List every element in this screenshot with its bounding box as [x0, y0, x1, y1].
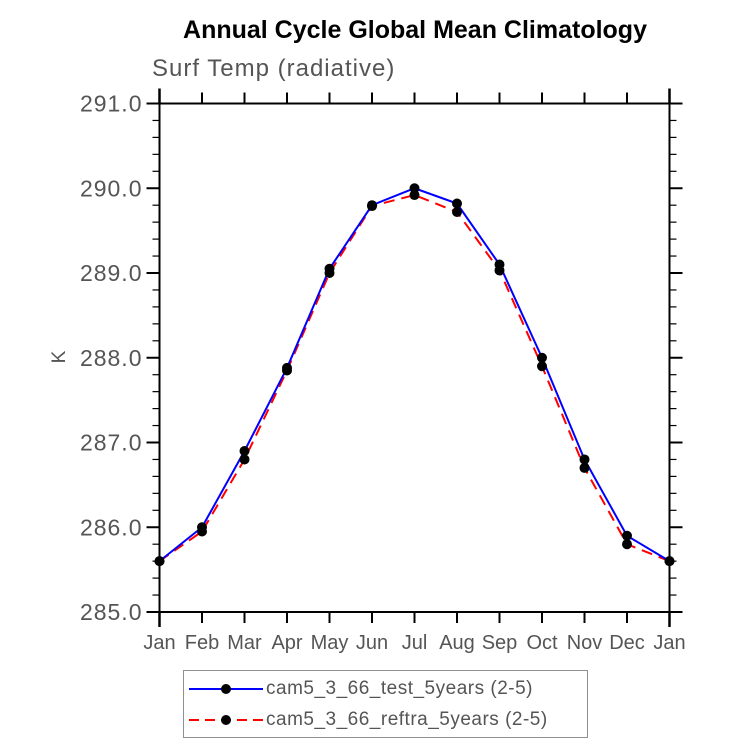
y-tick-label: 290.0	[80, 175, 143, 201]
dashed-line-marker-icon	[189, 714, 263, 725]
series-0-marker	[537, 352, 547, 363]
series-0-marker	[197, 522, 207, 533]
x-tick-label: Oct	[526, 632, 558, 654]
x-tick-label: Sep	[482, 632, 518, 654]
series-0-marker	[282, 362, 292, 373]
series-1-marker	[452, 206, 462, 217]
x-tick-label: Apr	[271, 632, 302, 654]
legend-marker-dot	[221, 683, 231, 694]
y-axis-ticks	[146, 102, 683, 613]
series-1-marker	[537, 361, 547, 372]
plot-frame	[158, 102, 671, 613]
y-tick-label: 291.0	[80, 91, 143, 117]
series-0-marker	[494, 259, 505, 270]
x-axis-tick-labels: Jan Feb Mar Apr May Jun Jul Aug Sep Oct Nov Dec Jan	[143, 632, 685, 654]
y-axis-tick-labels: 285.0 286.0 287.0 288.0 289.0 290.0 291.0	[80, 91, 143, 626]
series-line-0	[158, 187, 671, 563]
legend: cam5_3_66_test_5years (2-5) cam5_3_66_re…	[183, 670, 588, 738]
y-tick-label: 287.0	[80, 430, 143, 456]
series-0-marker	[324, 263, 335, 274]
series-0-marker	[579, 454, 590, 465]
series-0-marker	[409, 183, 420, 194]
x-tick-label: May	[311, 632, 349, 654]
legend-label-test: cam5_3_66_test_5years (2-5)	[266, 677, 533, 699]
x-tick-label: Aug	[439, 632, 475, 654]
series-0-marker	[239, 445, 250, 456]
x-tick-label: Jan	[143, 632, 175, 654]
series-0-marker	[664, 556, 675, 567]
series-0-marker	[622, 530, 632, 541]
x-tick-label: Mar	[227, 632, 262, 654]
legend-item-test: cam5_3_66_test_5years (2-5)	[188, 675, 587, 703]
y-tick-label: 288.0	[80, 345, 143, 371]
series-0-marker	[367, 200, 377, 211]
y-tick-label: 289.0	[80, 260, 143, 286]
series-lines	[158, 187, 671, 563]
series-1-marker	[239, 454, 250, 465]
x-tick-label: Jul	[402, 632, 428, 654]
series-markers	[154, 183, 675, 567]
y-tick-label: 286.0	[80, 514, 143, 540]
chart-title: Annual Cycle Global Mean Climatology	[183, 16, 647, 44]
series-0-marker	[154, 556, 165, 567]
series-1-marker	[622, 539, 632, 550]
chart-subtitle: Surf Temp (radiative)	[152, 55, 396, 82]
y-tick-label: 285.0	[80, 599, 143, 625]
x-tick-label: Jan	[653, 632, 685, 654]
x-tick-label: Dec	[609, 632, 645, 654]
series-line-1	[158, 193, 670, 563]
x-tick-label: Nov	[567, 632, 603, 654]
solid-line-marker-icon	[189, 683, 263, 694]
legend-item-reftra: cam5_3_66_reftra_5years (2-5)	[188, 706, 587, 734]
legend-label-reftra: cam5_3_66_reftra_5years (2-5)	[266, 708, 548, 730]
x-tick-label: Feb	[185, 632, 219, 654]
legend-marker-dot	[221, 714, 231, 725]
series-1-marker	[579, 462, 590, 473]
x-tick-label: Jun	[356, 632, 388, 654]
series-0-marker	[452, 198, 462, 209]
x-axis-ticks	[158, 88, 671, 627]
